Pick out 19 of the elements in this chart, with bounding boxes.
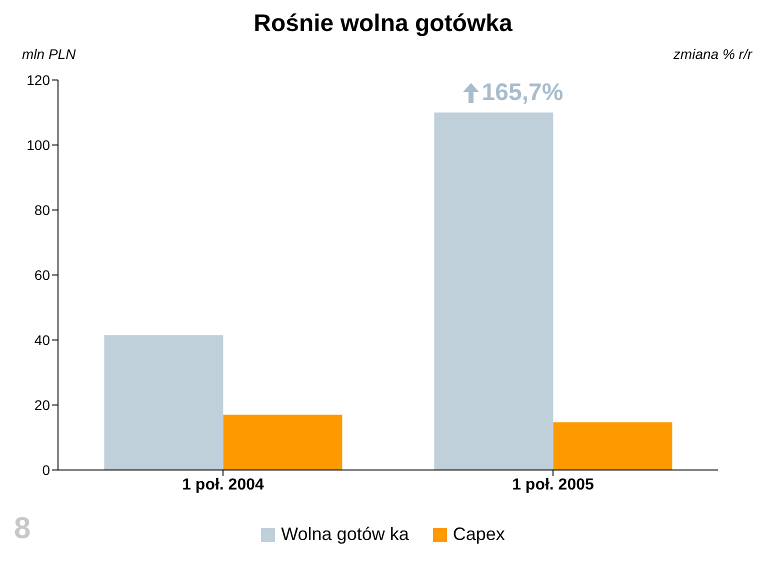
- x-tick-label: 1 poł. 2005: [512, 476, 594, 494]
- text: zmiana % r/r: [673, 46, 752, 62]
- chart-title: Rośnie wolna gotówka: [252, 9, 514, 39]
- y-tick-label: 80: [34, 202, 50, 218]
- y-tick-label: 0: [42, 462, 50, 478]
- annotation: 165,7%: [482, 78, 564, 106]
- bar: [104, 335, 224, 470]
- x-tick-label: 1 poł. 2004: [182, 476, 264, 494]
- y-tick-label: 60: [34, 266, 50, 283]
- y-tick-label: 40: [34, 332, 50, 348]
- bar: [553, 422, 672, 470]
- bar: [223, 414, 342, 470]
- y-tick-label: 20: [34, 396, 50, 413]
- bar: [434, 112, 554, 470]
- legend-label: Wolna gotów ka: [280, 524, 409, 545]
- y-tick-label: 100: [26, 136, 50, 153]
- legend-label: Capex: [452, 524, 505, 545]
- y-axis-title: mln PLN: [22, 46, 76, 62]
- y-tick-label: 120: [26, 72, 50, 88]
